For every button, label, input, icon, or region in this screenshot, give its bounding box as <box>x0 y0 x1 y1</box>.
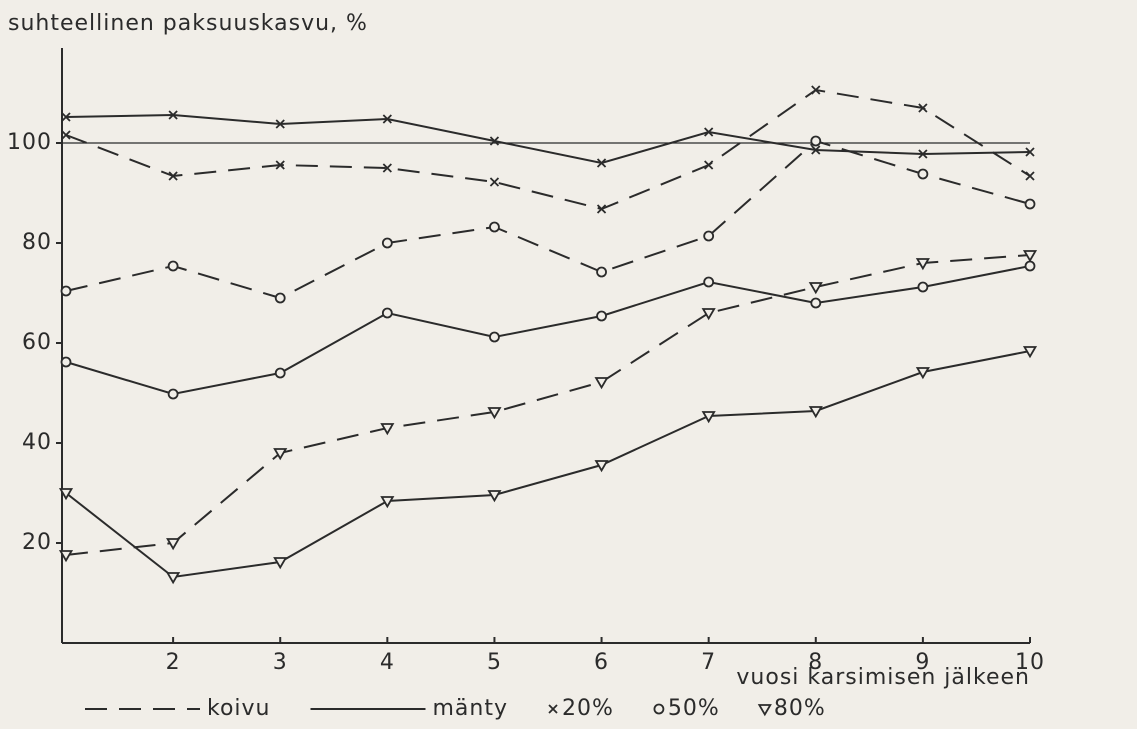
marker <box>61 130 71 140</box>
series-line <box>65 350 1031 579</box>
series-line <box>65 88 1031 211</box>
y-tick-label: 60 <box>22 330 52 355</box>
marker <box>487 407 502 420</box>
legend-label: koivu <box>207 696 271 721</box>
marker <box>489 177 500 187</box>
marker <box>915 258 930 271</box>
marker <box>380 423 395 436</box>
marker <box>61 112 71 122</box>
marker <box>489 136 500 146</box>
marker <box>808 406 823 419</box>
marker <box>811 145 821 155</box>
x-tick-label: 4 <box>380 650 395 675</box>
marker <box>58 550 74 563</box>
x-tick-label: 10 <box>1015 650 1045 675</box>
x-tick-label: 3 <box>273 650 288 675</box>
marker <box>810 135 822 147</box>
marker <box>918 103 928 113</box>
series-line <box>65 113 1031 165</box>
marker <box>917 168 929 180</box>
x-tick-label: 7 <box>701 650 716 675</box>
marker <box>166 538 181 551</box>
marker <box>594 377 609 390</box>
marker <box>810 297 822 309</box>
y-tick-label: 100 <box>7 130 52 155</box>
legend-label: mänty <box>433 696 509 721</box>
marker <box>489 331 500 343</box>
marker <box>811 85 821 95</box>
x-tick-label: 9 <box>915 650 930 675</box>
y-tick-label: 20 <box>22 530 52 555</box>
marker <box>704 160 714 170</box>
x-tick-label: 6 <box>594 650 609 675</box>
legend-label: 50% <box>668 696 720 721</box>
marker <box>596 266 607 278</box>
marker <box>703 230 715 242</box>
marker <box>60 285 72 297</box>
marker <box>1025 147 1035 157</box>
marker <box>168 171 178 181</box>
legend-label: 80% <box>774 696 826 721</box>
x-tick-label: 5 <box>487 650 502 675</box>
marker <box>275 160 285 170</box>
series-line <box>65 254 1031 556</box>
marker <box>380 496 395 509</box>
x-axis-label: vuosi karsimisen jälkeen <box>736 665 1030 690</box>
marker <box>275 119 285 129</box>
marker <box>1025 171 1035 181</box>
marker <box>381 237 393 249</box>
marker <box>701 411 716 424</box>
marker <box>489 221 500 233</box>
marker <box>757 704 772 717</box>
marker <box>1022 250 1038 263</box>
marker <box>596 310 607 322</box>
marker <box>703 276 715 288</box>
marker <box>60 356 72 368</box>
marker <box>701 308 716 321</box>
marker <box>596 158 607 168</box>
x-tick-label: 8 <box>808 650 823 675</box>
marker <box>58 488 74 501</box>
marker <box>273 448 288 461</box>
marker <box>1022 346 1038 359</box>
x-tick-label: 2 <box>166 650 181 675</box>
marker <box>548 704 558 714</box>
marker <box>596 204 607 214</box>
marker <box>274 292 286 304</box>
marker <box>273 557 288 570</box>
marker <box>381 307 393 319</box>
y-axis-label: suhteellinen paksuuskasvu, % <box>8 11 368 36</box>
marker <box>168 110 178 120</box>
marker <box>167 260 179 272</box>
marker <box>808 282 823 295</box>
marker <box>594 460 609 473</box>
marker <box>382 163 392 173</box>
marker <box>1024 198 1036 210</box>
series-line <box>65 265 1031 396</box>
marker <box>167 388 179 400</box>
marker <box>704 127 714 137</box>
marker <box>653 703 665 715</box>
marker <box>915 367 930 380</box>
marker <box>917 281 929 293</box>
y-tick-label: 40 <box>22 430 52 455</box>
marker <box>274 367 286 379</box>
y-tick-label: 80 <box>22 230 52 255</box>
marker <box>918 149 928 159</box>
legend-label: 20% <box>562 696 614 721</box>
marker <box>487 490 502 503</box>
marker <box>166 572 181 585</box>
marker <box>1024 260 1036 272</box>
marker <box>382 114 392 124</box>
